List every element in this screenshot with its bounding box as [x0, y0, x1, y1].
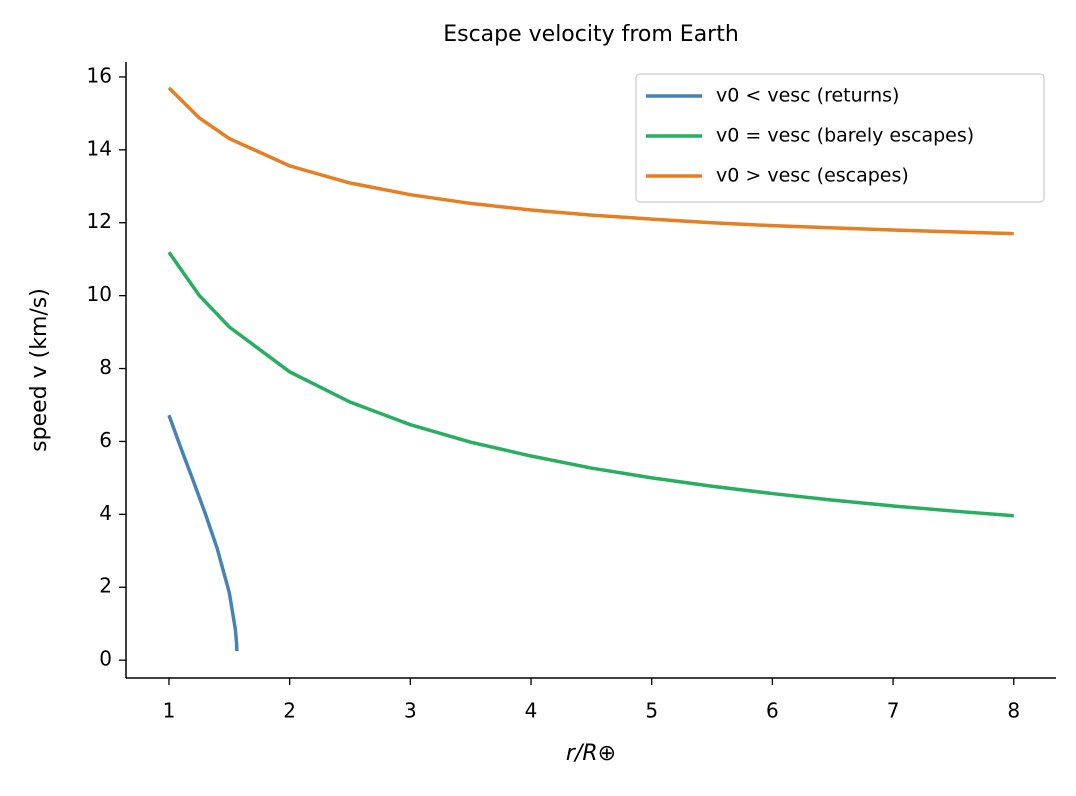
- y-tick-label: 16: [87, 63, 112, 87]
- x-tick-label: 5: [645, 699, 658, 723]
- x-axis-label: r/R⊕: [566, 741, 616, 766]
- y-tick-label: 12: [87, 209, 112, 233]
- x-tick-label: 3: [404, 699, 417, 723]
- x-tick-label: 2: [283, 699, 296, 723]
- y-tick-label: 10: [87, 282, 112, 306]
- y-axis-label: speed v (km/s): [27, 288, 52, 452]
- y-tick-label: 6: [99, 428, 112, 452]
- y-tick-label: 4: [99, 501, 112, 525]
- y-tick-label: 2: [99, 574, 112, 598]
- data-line: [167, 86, 1014, 236]
- legend-box: [635, 73, 1045, 203]
- x-tick-label: 6: [766, 699, 779, 723]
- legend-label: v0 < vesc (returns): [716, 85, 899, 107]
- x-tick-label: 1: [163, 699, 176, 723]
- chart-title: Escape velocity from Earth: [443, 22, 739, 47]
- data-line: [167, 414, 239, 652]
- data-line: [167, 251, 1014, 518]
- y-tick-label: 8: [99, 355, 112, 379]
- x-tick-label: 7: [887, 699, 900, 723]
- x-tick-label: 4: [525, 699, 538, 723]
- y-tick-label: 0: [99, 647, 112, 671]
- y-tick-label: 14: [87, 136, 112, 160]
- legend: v0 < vesc (returns) v0 = vesc (barely esc…: [635, 73, 1045, 203]
- x-tick-label: 8: [1007, 699, 1020, 723]
- legend-label: v0 > vesc (escapes): [716, 165, 909, 187]
- legend-label: v0 = vesc (barely escapes): [716, 125, 974, 147]
